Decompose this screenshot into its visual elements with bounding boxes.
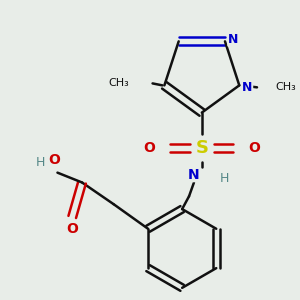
Text: H: H — [35, 156, 45, 169]
Text: CH₃: CH₃ — [108, 78, 129, 88]
Text: S: S — [195, 139, 208, 157]
Text: CH₃: CH₃ — [276, 82, 296, 92]
Text: O: O — [248, 141, 260, 155]
Text: N: N — [188, 168, 200, 182]
Text: H: H — [220, 172, 229, 185]
Text: N: N — [228, 33, 238, 46]
Text: O: O — [144, 141, 156, 155]
Text: O: O — [49, 153, 60, 167]
Text: O: O — [66, 222, 78, 236]
Text: N: N — [242, 81, 253, 94]
